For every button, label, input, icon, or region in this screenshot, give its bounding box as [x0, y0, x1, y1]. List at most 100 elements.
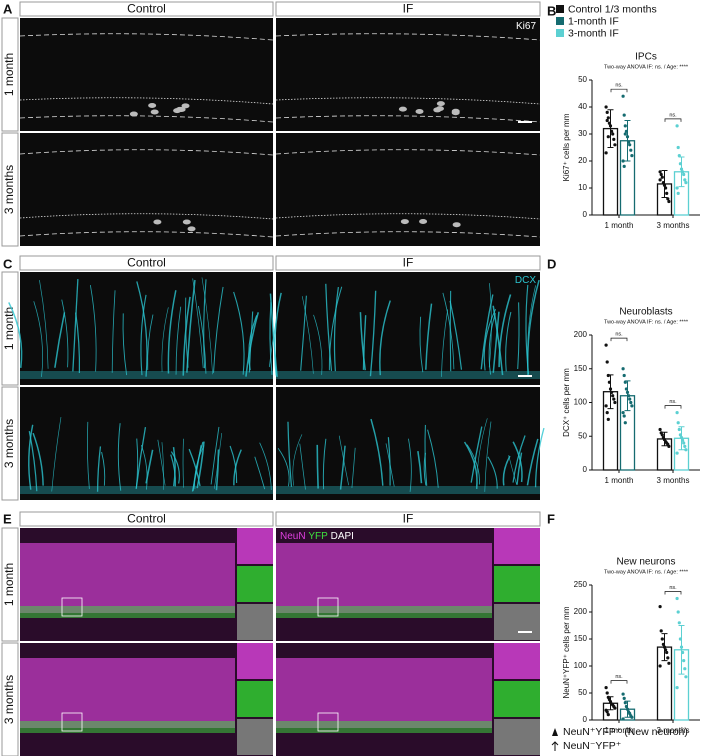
data-point	[629, 400, 633, 405]
inset	[237, 566, 273, 602]
data-point	[628, 143, 632, 147]
column-header: Control	[127, 512, 166, 526]
data-point	[622, 373, 626, 378]
cell	[433, 107, 442, 113]
micrograph	[276, 272, 540, 385]
panel-letter: F	[547, 511, 555, 526]
dendrite	[86, 421, 90, 490]
x-tick-label: 1 month	[605, 476, 634, 485]
dendrite	[484, 421, 492, 492]
marker-legend-label: NeuN⁺YFP⁺ (New neuron)	[563, 726, 688, 738]
data-point	[611, 132, 615, 136]
dendrite	[89, 285, 97, 372]
dendrite	[140, 444, 148, 490]
data-point	[623, 380, 627, 384]
error-bar	[678, 625, 685, 675]
dendrite	[161, 307, 169, 372]
data-point	[607, 121, 612, 125]
dendrite	[182, 296, 191, 376]
inset	[237, 643, 273, 679]
dendrite	[269, 302, 273, 375]
column-header: IF	[403, 256, 414, 270]
data-point	[658, 605, 662, 609]
micrograph	[20, 133, 273, 246]
stain-name: YFP	[308, 531, 328, 542]
dendrite	[492, 311, 500, 373]
dendrite	[369, 290, 377, 377]
data-point	[623, 132, 627, 136]
data-point	[621, 411, 625, 415]
data-point	[629, 148, 633, 152]
row-header-box	[1, 386, 19, 501]
data-point	[605, 691, 609, 695]
dendrite	[476, 418, 488, 487]
cell	[187, 226, 196, 232]
data-point	[660, 433, 664, 437]
data-point	[625, 707, 630, 711]
granule-layer	[20, 543, 235, 613]
y-tick-label: 20	[578, 156, 587, 165]
cell	[400, 219, 409, 225]
stain-label: Ki67	[516, 21, 536, 32]
data-point	[610, 129, 614, 133]
y-tick-label: 200	[574, 607, 588, 616]
data-point	[624, 129, 629, 133]
data-point	[682, 172, 686, 177]
data-point	[611, 394, 615, 398]
cell-layer	[276, 486, 540, 494]
panel-letter: A	[3, 1, 13, 16]
data-point	[604, 686, 608, 690]
dendrite	[339, 445, 346, 490]
significance-label: ns.	[615, 83, 623, 89]
dendrite	[147, 314, 154, 371]
data-point	[660, 175, 664, 179]
layer-outline	[19, 213, 274, 220]
data-point	[606, 417, 610, 421]
dendrite	[75, 312, 81, 373]
dendrite	[328, 286, 343, 371]
stain-name: Ki67	[516, 21, 536, 32]
data-point	[604, 151, 608, 155]
y-tick-label: 0	[583, 465, 588, 474]
data-point	[658, 178, 662, 182]
inset	[237, 528, 273, 564]
data-point	[678, 637, 683, 641]
data-point	[661, 181, 666, 185]
y-axis-label: DCX⁺ cells per mm	[562, 368, 571, 437]
dendrite	[488, 313, 496, 375]
data-point	[675, 411, 679, 415]
granule-layer	[276, 543, 492, 613]
legend-label: Control 1/3 months	[568, 3, 657, 15]
row-header: 3 months	[2, 419, 16, 468]
dendrite	[72, 279, 79, 372]
data-point	[625, 135, 630, 139]
data-point	[621, 717, 625, 721]
dendrite	[423, 452, 427, 486]
dendrite	[51, 417, 62, 492]
y-tick-label: 100	[574, 661, 588, 670]
chart-title: IPCs	[635, 52, 657, 63]
panel-letter: B	[547, 3, 556, 18]
panel-letter: E	[3, 511, 12, 526]
legend-swatch	[556, 17, 564, 25]
dendrite	[333, 286, 339, 372]
dendrite	[101, 451, 106, 486]
panel-letter: C	[3, 256, 13, 271]
data-point	[605, 360, 609, 364]
dendrite	[161, 442, 164, 490]
data-point	[605, 710, 609, 714]
data-point	[605, 411, 609, 415]
cell	[148, 103, 157, 109]
row-header: 3 months	[2, 675, 16, 724]
column-header-box	[19, 511, 274, 527]
dendrite	[203, 279, 207, 369]
data-point	[662, 645, 667, 649]
data-point	[662, 183, 667, 187]
data-point	[606, 713, 610, 717]
dendrite	[213, 286, 224, 373]
cell	[181, 103, 190, 109]
column-header-box	[19, 255, 274, 271]
layer-outline	[275, 33, 541, 41]
data-point	[622, 113, 626, 117]
dendrite	[61, 299, 69, 368]
